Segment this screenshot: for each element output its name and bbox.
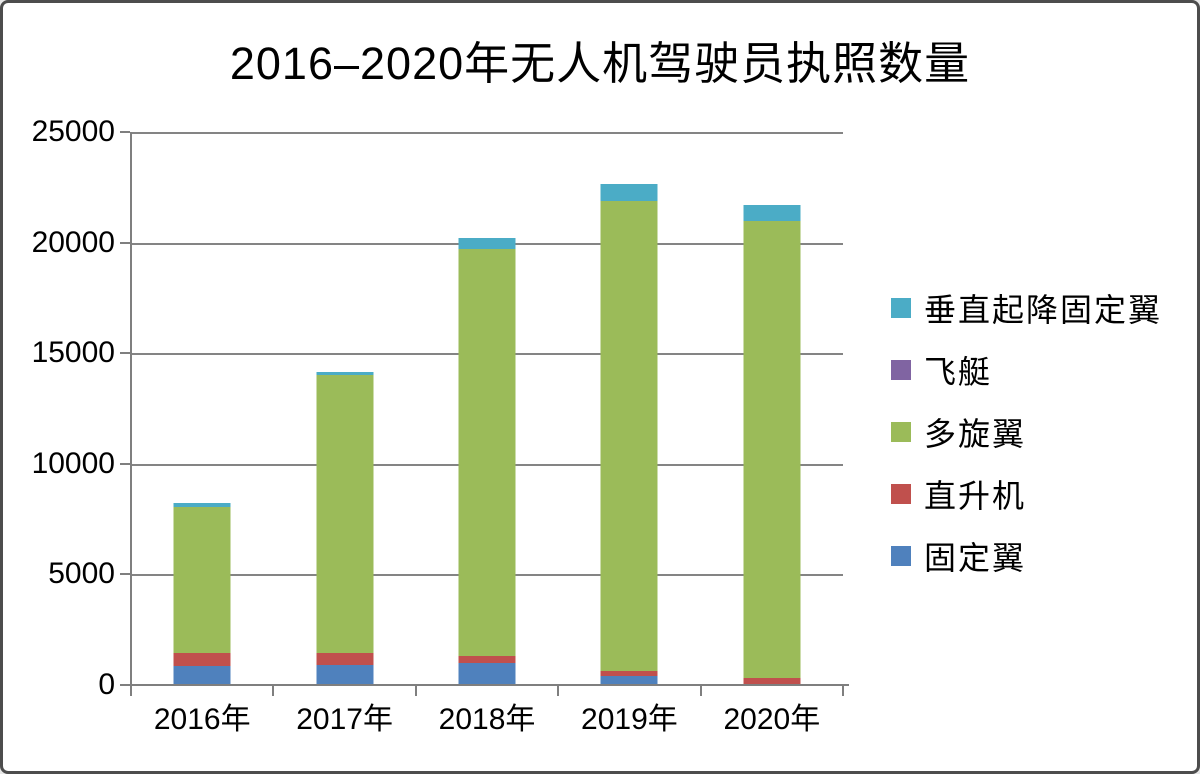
y-axis-tick-label: 0 [98, 668, 115, 701]
bar-segment-vtol-fixed-wing-2017年 [316, 371, 374, 376]
x-axis-labels: 2016年 2017年 2018年 2019年 2020年 [131, 699, 843, 741]
y-axis-tick-label: 25000 [31, 115, 115, 148]
stacked-bar-2016年 [173, 132, 231, 685]
y-axis-tick [120, 573, 130, 576]
legend-label: 多旋翼 [924, 416, 1027, 452]
bar-segment-vtol-fixed-wing-2019年 [600, 184, 658, 201]
chart-title: 2016–2020年无人机驾驶员执照数量 [229, 38, 971, 89]
x-axis-tick-label: 2019年 [581, 703, 678, 736]
legend-swatch-icon [891, 546, 911, 566]
x-axis-tick-label: 2016年 [153, 703, 251, 736]
bar-segment-vtol-fixed-wing-2016年 [173, 503, 231, 507]
y-axis-tick [120, 462, 130, 465]
bar-slot-2016年 [131, 132, 273, 685]
legend: 垂直起降固定翼 飞艇 多旋翼 直升机 固定翼 [891, 291, 1162, 601]
bar-segment-fixed-wing-2019年 [600, 676, 658, 685]
x-axis-tick [842, 686, 844, 696]
x-axis-tick-label: 2020年 [723, 703, 821, 736]
bar-segment-multi-rotor-2017年 [316, 375, 374, 653]
x-axis-tick [414, 686, 417, 696]
bar-segment-multi-rotor-2018年 [458, 249, 516, 656]
bar-segment-helicopter-2020年 [743, 678, 801, 685]
bar-segment-helicopter-2016年 [173, 652, 231, 667]
bar-segment-vtol-fixed-wing-2018年 [458, 238, 516, 250]
legend-label: 直升机 [924, 478, 1027, 514]
bar-segment-helicopter-2017年 [316, 652, 374, 666]
bar-segment-multi-rotor-2020年 [743, 220, 801, 679]
y-axis-tick [120, 241, 130, 244]
legend-item-fixed-wing: 固定翼 [891, 539, 1162, 576]
bar-segment-vtol-fixed-wing-2020年 [743, 205, 801, 221]
bar-segment-multi-rotor-2019年 [600, 200, 658, 671]
x-axis-line [130, 684, 849, 686]
gridline-25000 [131, 132, 843, 134]
bar-segment-fixed-wing-2016年 [173, 666, 231, 685]
y-axis-tick-label: 10000 [31, 446, 115, 480]
bar-slot-2017年 [273, 132, 415, 685]
x-axis-tick [699, 686, 702, 696]
legend-label: 飞艇 [924, 354, 993, 390]
y-axis-tick [120, 131, 130, 133]
x-axis-tick [557, 686, 560, 696]
y-axis-tick [120, 352, 130, 355]
bar-segment-fixed-wing-2018年 [458, 663, 516, 685]
legend-label: 固定翼 [924, 540, 1027, 576]
legend-item-helicopter: 直升机 [891, 477, 1162, 514]
bar-segment-fixed-wing-2017年 [316, 665, 374, 685]
legend-swatch-icon [891, 298, 911, 318]
stacked-bar-2020年 [743, 132, 801, 685]
bar-segment-multi-rotor-2016年 [173, 506, 231, 653]
stacked-bar-2017年 [316, 132, 374, 685]
stacked-bar-2018年 [458, 132, 516, 685]
legend-item-multi-rotor: 多旋翼 [891, 415, 1162, 452]
plot-area [120, 131, 849, 696]
x-axis-tick [272, 686, 275, 696]
x-axis-tick-label: 2017年 [296, 703, 393, 736]
x-axis-tick-label: 2018年 [438, 703, 536, 736]
bar-slot-2018年 [416, 132, 558, 685]
legend-label: 垂直起降固定翼 [924, 292, 1163, 328]
legend-swatch-icon [891, 484, 911, 504]
y-axis-tick-label: 20000 [31, 225, 115, 259]
bar-segment-helicopter-2019年 [600, 670, 658, 677]
x-axis-tick [130, 686, 132, 696]
stacked-bar-2019年 [600, 132, 658, 685]
legend-item-vtol-fixed-wing: 垂直起降固定翼 [891, 291, 1162, 328]
legend-swatch-icon [891, 360, 911, 380]
legend-swatch-icon [891, 422, 911, 442]
bar-segment-helicopter-2018年 [458, 655, 516, 664]
bars-group [131, 132, 843, 685]
y-axis-tick [120, 684, 130, 686]
bar-slot-2020年 [701, 132, 843, 685]
y-axis-tick-label: 15000 [31, 336, 115, 370]
y-axis-line [130, 132, 132, 686]
bar-slot-2019年 [558, 132, 700, 685]
legend-item-airship: 飞艇 [891, 353, 1162, 390]
y-axis-tick-label: 5000 [48, 557, 115, 591]
